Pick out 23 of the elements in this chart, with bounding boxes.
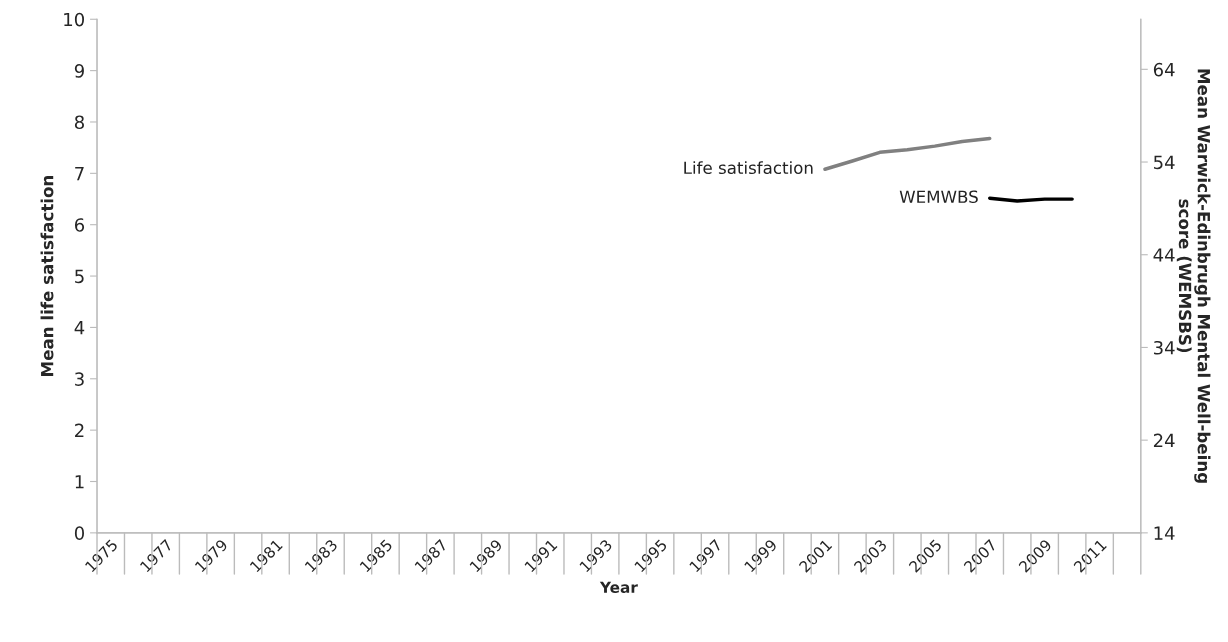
y-tick-label: 2 <box>75 423 84 437</box>
y-tick-label: 0 <box>74 526 85 540</box>
y2-tick-label: 44 <box>1153 248 1175 262</box>
y2-axis-title: Mean Warwick-Edinbrugh Mental Well-being score (WEMSBS) <box>1176 69 1211 483</box>
y-tick-label: 10 <box>64 12 85 27</box>
y-tick-label: 9 <box>74 64 84 78</box>
y2-tick-label: 14 <box>1154 526 1175 540</box>
y-tick-label: 5 <box>75 269 84 284</box>
y-tick-label: 4 <box>74 321 85 335</box>
x-axis-title: Year <box>599 581 638 594</box>
y-tick-label: 1 <box>75 475 84 489</box>
series-label: WEMWBS <box>899 190 978 204</box>
line-series <box>823 136 992 171</box>
y2-tick-label: 24 <box>1153 433 1175 448</box>
y-tick-label: 6 <box>74 218 85 232</box>
series-label: Life satisfaction <box>684 161 813 175</box>
y-tick-label: 8 <box>74 115 84 130</box>
y-tick-label: 7 <box>75 167 84 181</box>
y2-tick-label: 64 <box>1153 62 1175 77</box>
y2-tick-label: 34 <box>1153 340 1175 355</box>
y2-tick-label: 54 <box>1154 155 1175 170</box>
y-axis-title: Mean life satisfaction <box>40 176 54 376</box>
y-tick-label: 3 <box>75 372 84 386</box>
